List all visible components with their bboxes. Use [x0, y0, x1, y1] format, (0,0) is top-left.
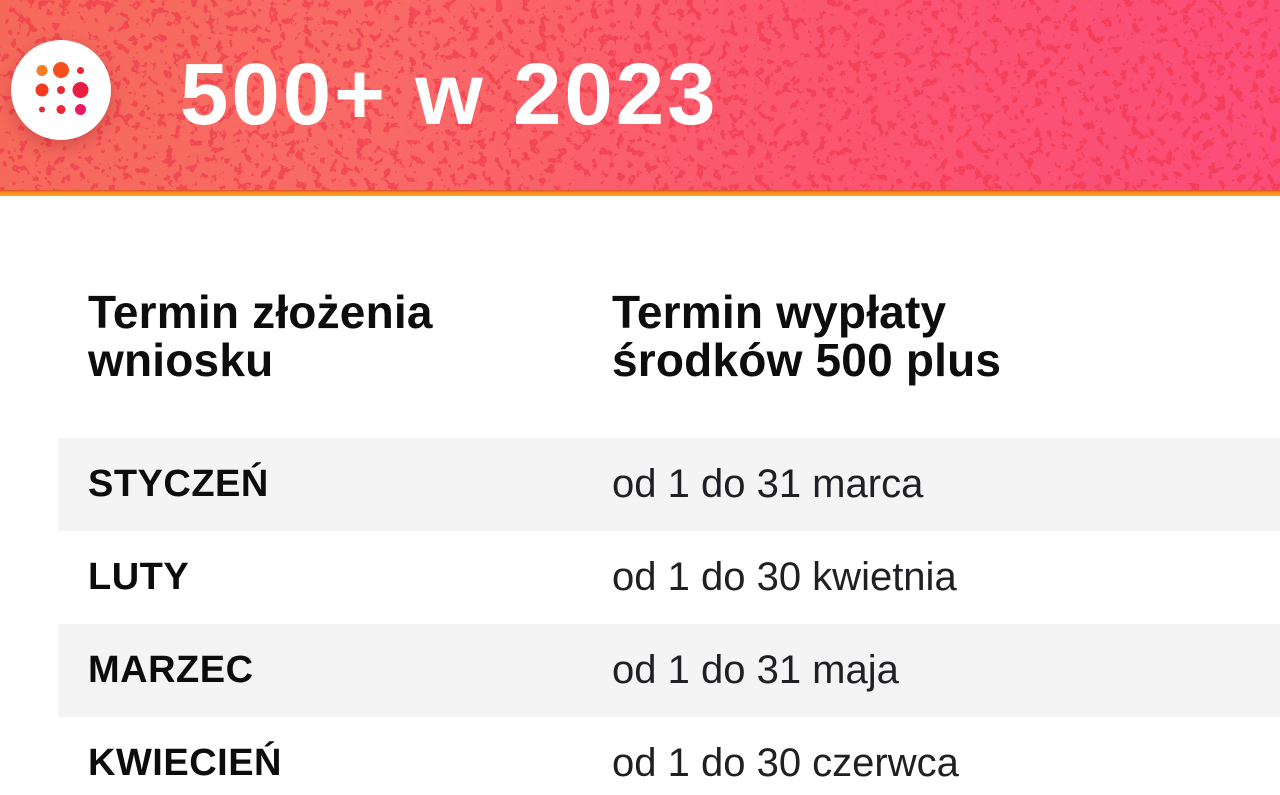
accent-bar [0, 190, 1280, 196]
payout-value: od 1 do 30 czerwca [612, 741, 959, 785]
table-row: KWIECIEŃ od 1 do 30 czerwca [58, 717, 1280, 795]
payout-value: od 1 do 31 marca [612, 462, 924, 506]
column-header-payout: Termin wypłaty środków 500 plus [612, 286, 1002, 386]
schedule-table: STYCZEŃ od 1 do 31 marca LUTY od 1 do 30… [0, 438, 1280, 795]
month-label: LUTY [88, 556, 190, 598]
brand-logo-badge [11, 40, 111, 140]
payout-value: od 1 do 30 kwietnia [612, 555, 957, 599]
table-row: MARZEC od 1 do 31 maja [58, 624, 1280, 717]
table-row: LUTY od 1 do 30 kwietnia [58, 531, 1280, 624]
column-header-submission: Termin złożenia wniosku [88, 286, 433, 386]
interia-dots-logo-icon [35, 62, 89, 115]
table-row: STYCZEŃ od 1 do 31 marca [58, 438, 1280, 531]
payout-value: od 1 do 31 maja [612, 648, 899, 692]
month-label: STYCZEŃ [88, 463, 269, 505]
month-label: MARZEC [88, 649, 254, 691]
page-title: 500+ w 2023 [180, 46, 719, 143]
header-banner: 500+ w 2023 [0, 0, 1280, 196]
month-label: KWIECIEŃ [88, 742, 282, 784]
